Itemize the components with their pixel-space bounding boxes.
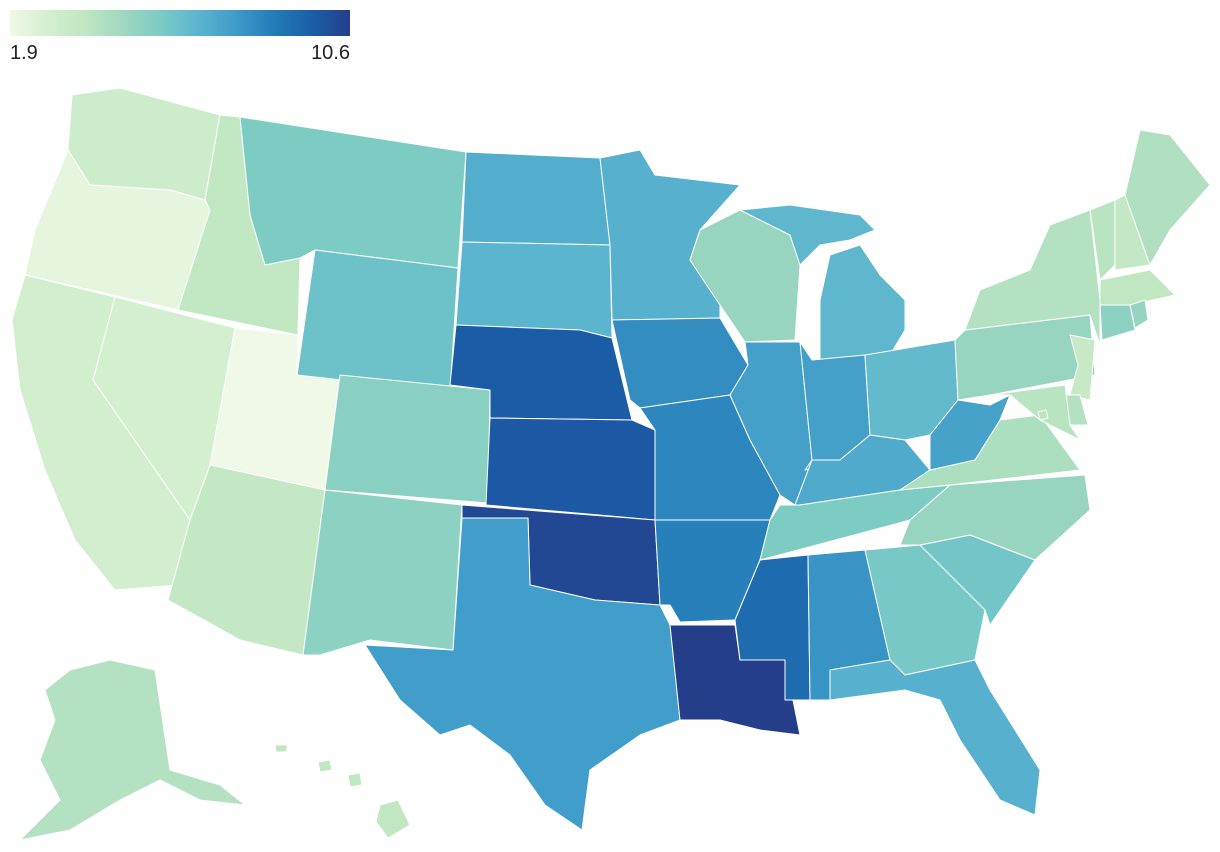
legend-color-scale — [10, 10, 350, 36]
state-nd[interactable] — [461, 151, 611, 246]
state-ri[interactable] — [1129, 299, 1149, 329]
legend-min-label: 1.9 — [10, 42, 38, 64]
state-sd[interactable] — [455, 241, 613, 339]
state-co[interactable] — [324, 374, 491, 504]
state-ma[interactable] — [1099, 269, 1176, 306]
state-tx[interactable] — [364, 517, 681, 831]
state-mt[interactable] — [239, 116, 467, 269]
state-wy[interactable] — [296, 249, 459, 393]
state-mi[interactable] — [739, 204, 906, 361]
state-dc[interactable] — [1037, 409, 1049, 421]
state-wa[interactable] — [67, 87, 221, 201]
state-ct[interactable] — [1099, 304, 1136, 341]
state-md[interactable] — [989, 384, 1081, 441]
state-nc[interactable] — [899, 474, 1091, 561]
state-wv[interactable] — [929, 394, 1011, 471]
state-ia[interactable] — [611, 317, 749, 409]
state-ak[interactable] — [19, 659, 246, 841]
legend-max-label: 10.6 — [311, 42, 350, 64]
state-nm[interactable] — [302, 489, 463, 656]
state-ks[interactable] — [485, 417, 656, 521]
state-fl[interactable] — [829, 659, 1041, 816]
state-hi[interactable] — [274, 744, 411, 839]
state-me[interactable] — [1124, 129, 1211, 266]
